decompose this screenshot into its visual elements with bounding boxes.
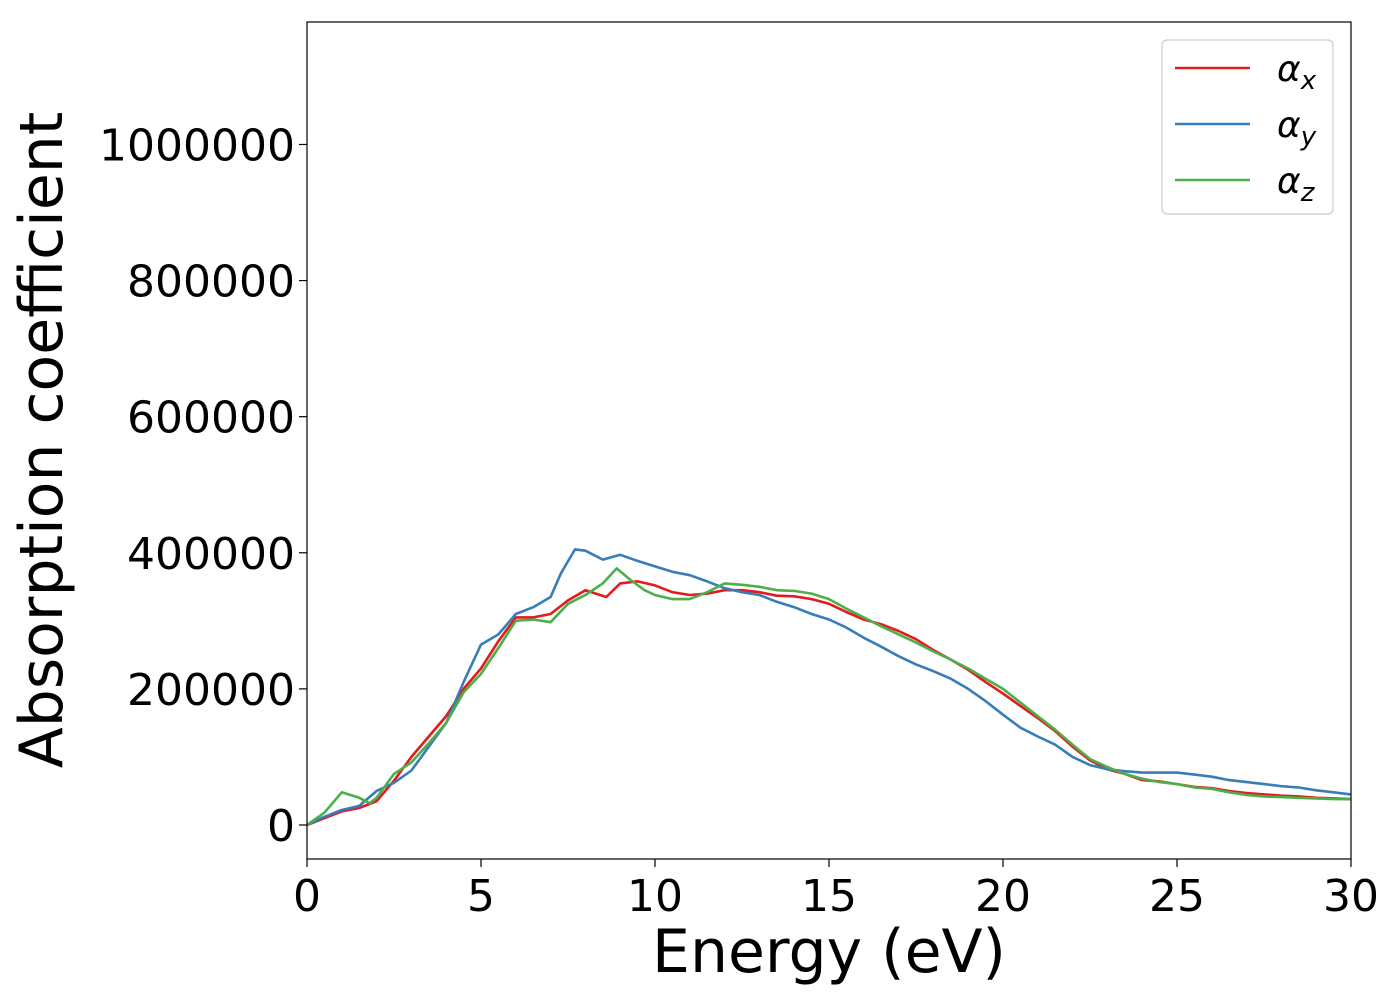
legend-label-alpha-x: αx: [1277, 49, 1317, 96]
legend-label-alpha-z: αz: [1277, 161, 1316, 208]
x-tick-label: 5: [467, 871, 495, 922]
legend-label-symbol: α: [1277, 49, 1301, 90]
series-line-alpha-z: [307, 567, 1351, 827]
legend-label-symbol: α: [1277, 105, 1301, 146]
x-tick-label: 10: [627, 871, 683, 922]
y-axis-label: Absorption coefficient: [7, 112, 77, 769]
x-tick-label: 0: [293, 871, 321, 922]
ticks-layer: 0 5 10 15 20 25 30 0 200000 400000 600000 800000 100…: [99, 120, 1379, 922]
y-tick-label: 1000000: [99, 120, 295, 171]
x-tick-label: 15: [801, 871, 857, 922]
series-layer: [307, 548, 1351, 827]
x-tick-label: 30: [1323, 871, 1379, 922]
legend-label-subscript: y: [1300, 122, 1317, 152]
legend-label-symbol: α: [1277, 161, 1301, 202]
y-tick-label: 800000: [127, 257, 295, 308]
y-tick-label: 400000: [127, 529, 295, 580]
legend-label-subscript: z: [1300, 178, 1316, 208]
x-axis-label: Energy (eV): [652, 917, 1006, 987]
legend-label-subscript: x: [1300, 66, 1317, 96]
legend-label-alpha-y: αy: [1277, 105, 1317, 152]
y-tick-label: 200000: [127, 665, 295, 716]
x-tick-label: 25: [1149, 871, 1205, 922]
y-tick-label: 600000: [127, 393, 295, 444]
legend-box: [1161, 39, 1334, 215]
series-line-alpha-y: [307, 548, 1351, 827]
x-tick-label: 20: [975, 871, 1031, 922]
y-tick-label: 0: [267, 801, 295, 852]
